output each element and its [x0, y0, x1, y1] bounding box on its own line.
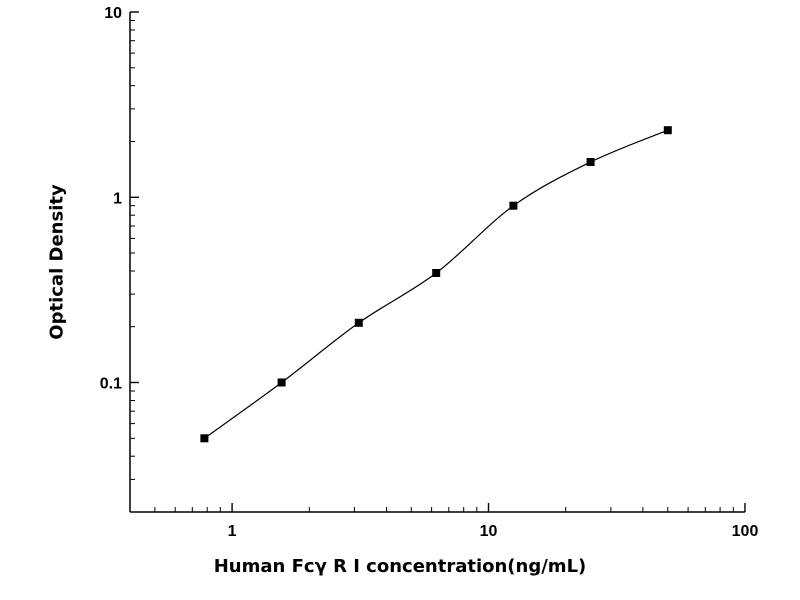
tick-labels: 1 10 100 0.1 1 10: [100, 5, 759, 540]
axes: [129, 12, 745, 513]
y-axis-title: Optical Density: [46, 184, 68, 340]
data-point-marker: [509, 201, 518, 210]
data-point-marker: [277, 378, 286, 387]
x-tick-label: 1: [228, 523, 237, 540]
data-points: [200, 126, 672, 443]
x-axis-title: Human Fcγ R Ⅰ concentration(ng/mL): [213, 556, 587, 577]
data-point-marker: [432, 269, 441, 277]
x-tick-label: 10: [480, 523, 498, 540]
y-tick-label: 10: [104, 5, 122, 22]
data-point-marker: [200, 434, 209, 443]
y-tick-label: 1: [113, 190, 122, 207]
y-tick-label: 0.1: [100, 376, 122, 393]
data-point-marker: [663, 126, 672, 135]
x-tick-label: 100: [732, 523, 759, 540]
axis-ticks: [130, 11, 746, 512]
data-point-marker: [586, 158, 595, 166]
data-point-marker: [354, 318, 363, 327]
fit-curve: [204, 129, 669, 439]
